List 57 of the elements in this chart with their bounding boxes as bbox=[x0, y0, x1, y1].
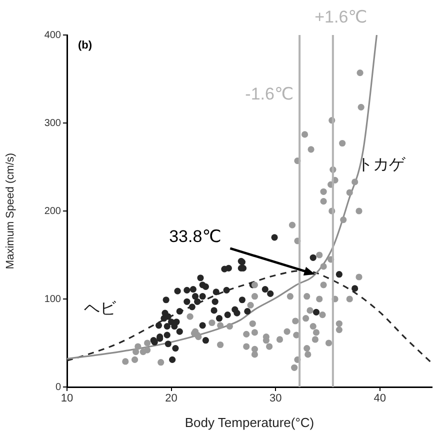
point bbox=[176, 328, 183, 335]
point bbox=[164, 322, 170, 330]
y-tick-label: 100 bbox=[44, 294, 62, 305]
annotation: 33.8℃ bbox=[169, 227, 222, 246]
y-tick-label: 200 bbox=[44, 206, 62, 217]
point bbox=[202, 337, 209, 344]
x-tick-label: 30 bbox=[269, 392, 282, 405]
point bbox=[164, 332, 170, 338]
y-tick-label: 0 bbox=[55, 382, 62, 393]
point bbox=[271, 234, 278, 241]
x-tick-label: 20 bbox=[165, 392, 178, 405]
point bbox=[212, 298, 218, 305]
point bbox=[336, 271, 342, 278]
point bbox=[212, 288, 220, 296]
point bbox=[216, 315, 223, 322]
point bbox=[172, 344, 179, 352]
point bbox=[164, 340, 172, 348]
text: ヘビ bbox=[84, 298, 117, 318]
point bbox=[155, 322, 162, 329]
y-axis-title: Maximum Speed (cm/s) bbox=[4, 152, 17, 270]
point bbox=[310, 254, 316, 261]
point bbox=[234, 310, 240, 316]
y-tick-label: 300 bbox=[44, 118, 62, 129]
y-tick-label: 400 bbox=[44, 30, 62, 41]
x-tick-label: 40 bbox=[374, 392, 386, 405]
point bbox=[169, 356, 176, 364]
point bbox=[162, 296, 170, 304]
annotation: (b) bbox=[78, 40, 92, 52]
ref-line-label: -1.6℃ bbox=[245, 84, 294, 104]
point bbox=[194, 298, 201, 305]
point bbox=[176, 308, 183, 315]
point bbox=[202, 283, 209, 290]
point bbox=[223, 286, 230, 294]
point bbox=[244, 308, 251, 315]
point bbox=[225, 264, 232, 272]
point bbox=[192, 293, 199, 300]
point bbox=[197, 274, 204, 282]
point bbox=[184, 298, 190, 305]
point bbox=[262, 286, 268, 293]
point bbox=[312, 308, 320, 316]
point bbox=[174, 288, 181, 294]
point bbox=[160, 315, 168, 322]
point bbox=[199, 293, 206, 300]
point bbox=[184, 286, 190, 294]
point bbox=[210, 307, 218, 314]
point bbox=[199, 322, 206, 329]
x-axis-title: Body Temperature(°C) bbox=[184, 414, 314, 430]
ref-line-label: +1.6℃ bbox=[314, 8, 368, 27]
point bbox=[224, 312, 231, 318]
x-tick-label: 10 bbox=[60, 392, 74, 405]
series-label: トカゲ bbox=[356, 154, 406, 174]
point bbox=[238, 296, 246, 304]
point bbox=[171, 322, 178, 330]
point bbox=[267, 290, 274, 298]
point bbox=[188, 304, 196, 310]
point bbox=[190, 286, 196, 293]
point bbox=[352, 285, 358, 292]
